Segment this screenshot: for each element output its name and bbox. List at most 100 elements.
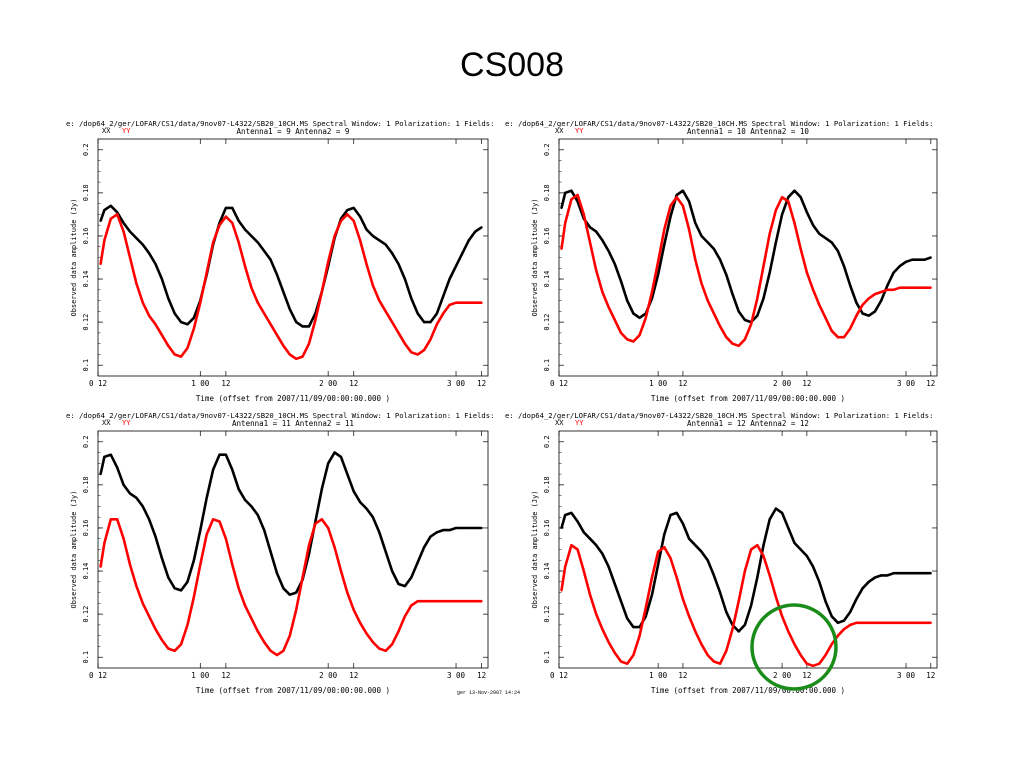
data-point-yy: [135, 585, 138, 588]
data-point-yy: [650, 290, 654, 294]
x-tick-label: 1 00: [191, 671, 210, 680]
data-point-yy: [301, 576, 304, 579]
data-point-xx: [167, 576, 170, 579]
data-point-yy: [793, 643, 796, 646]
data-point-xx: [403, 585, 406, 588]
data-point-xx: [403, 277, 406, 281]
data-point-xx: [269, 550, 272, 553]
plot-panel-antenna-12: e: /dop64_2/ger/LOFAR/CS1/data/9nov07-L4…: [497, 409, 987, 701]
data-point-xx: [619, 280, 623, 283]
data-point-xx: [148, 252, 151, 255]
data-point-yy: [669, 557, 672, 560]
data-point-yy: [737, 344, 740, 347]
data-point-yy: [122, 537, 125, 540]
data-point-xx: [359, 215, 362, 218]
data-point-yy: [756, 297, 759, 300]
data-point-yy: [288, 634, 291, 637]
data-point-yy: [911, 286, 914, 289]
data-point-xx: [442, 529, 445, 532]
data-point-yy: [917, 621, 920, 624]
data-point-xx: [99, 472, 102, 476]
data-point-xx: [675, 511, 678, 514]
data-point-yy: [263, 641, 266, 644]
data-point-xx: [346, 472, 349, 476]
data-point-xx: [218, 453, 221, 456]
legend-yy-label: YY: [122, 127, 131, 135]
data-point-xx: [461, 252, 464, 255]
data-point-yy: [160, 333, 164, 337]
data-point-xx: [435, 531, 438, 534]
data-point-yy: [346, 591, 349, 594]
data-point-xx: [873, 576, 877, 579]
legend-yy-label: YY: [122, 419, 131, 427]
data-point-yy: [867, 297, 870, 300]
data-point-yy: [929, 286, 932, 289]
data-point-xx: [774, 241, 777, 244]
data-point-xx: [768, 271, 771, 274]
plot-panel-antenna-11: e: /dop64_2/ger/LOFAR/CS1/data/9nov07-L4…: [0, 409, 500, 701]
y-tick-label: 0.14: [82, 563, 90, 580]
data-point-yy: [756, 544, 759, 547]
data-point-yy: [307, 342, 311, 345]
data-point-yy: [390, 643, 394, 646]
data-point-yy: [390, 321, 394, 324]
data-point-xx: [397, 262, 400, 266]
data-point-yy: [799, 653, 802, 657]
data-point-xx: [904, 260, 908, 263]
data-point-yy: [435, 323, 438, 326]
data-point-yy: [442, 312, 445, 315]
legend-xx-label: XX: [555, 127, 564, 135]
data-point-yy: [917, 286, 920, 289]
data-point-yy: [688, 228, 691, 231]
data-point-xx: [613, 262, 616, 266]
data-point-xx: [237, 219, 240, 222]
data-point-xx: [173, 312, 176, 315]
data-point-xx: [243, 498, 247, 502]
data-point-yy: [467, 600, 470, 603]
data-point-xx: [880, 574, 883, 577]
data-point-xx: [282, 587, 285, 590]
data-point-yy: [892, 621, 895, 624]
data-point-yy: [836, 336, 839, 339]
data-point-xx: [706, 559, 709, 562]
y-tick-label: 0.14: [543, 271, 551, 288]
data-point-yy: [681, 597, 685, 601]
data-point-xx: [397, 582, 400, 586]
x-axis-label: Time (offset from 2007/11/09/00:00:00.00…: [196, 686, 390, 695]
data-point-xx: [295, 321, 298, 324]
data-point-yy: [116, 213, 119, 216]
data-point-yy: [327, 526, 330, 530]
data-point-yy: [307, 544, 311, 547]
data-point-yy: [448, 600, 451, 603]
data-point-xx: [632, 312, 635, 315]
plot-frame: [558, 430, 938, 669]
data-point-xx: [842, 265, 846, 268]
data-point-yy: [442, 600, 445, 603]
data-point-xx: [601, 552, 604, 555]
data-point-yy: [141, 602, 144, 605]
data-point-yy: [712, 660, 716, 663]
data-point-yy: [582, 569, 585, 573]
data-point-yy: [861, 303, 864, 306]
data-point-yy: [186, 346, 189, 350]
y-tick-label: 0.2: [543, 143, 551, 156]
data-point-xx: [224, 206, 227, 210]
data-point-yy: [275, 653, 279, 657]
data-point-xx: [384, 550, 387, 553]
data-point-xx: [650, 593, 654, 596]
data-point-xx: [855, 597, 858, 601]
x-tick-label: 12: [678, 671, 687, 680]
data-point-yy: [923, 286, 926, 289]
data-point-xx: [211, 468, 215, 471]
data-point-xx: [416, 312, 419, 315]
data-point-yy: [892, 288, 895, 291]
y-tick-label: 0.14: [82, 271, 90, 288]
data-point-yy: [669, 204, 672, 207]
data-point-xx: [700, 234, 703, 238]
data-point-yy: [378, 647, 381, 650]
data-point-xx: [743, 318, 747, 322]
data-point-yy: [762, 265, 765, 268]
data-point-xx: [849, 610, 852, 614]
plot-panel-antenna-9: e: /dop64_2/ger/LOFAR/CS1/data/9nov07-L4…: [0, 117, 500, 409]
data-point-yy: [613, 651, 616, 655]
